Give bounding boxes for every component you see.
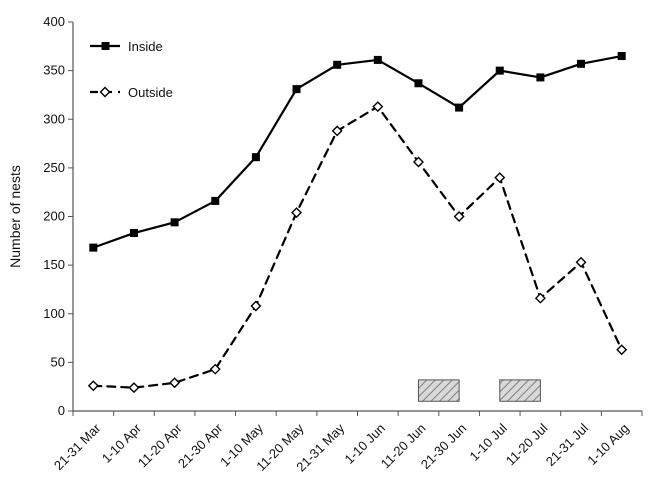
data-point [89, 243, 98, 252]
hatched-period-box [499, 379, 541, 402]
data-point [577, 59, 586, 68]
x-tick-label: 21-30 Apr [175, 420, 226, 471]
y-tick-label: 250 [43, 160, 65, 175]
data-point [453, 211, 465, 222]
data-point [617, 52, 626, 61]
data-point [534, 292, 546, 304]
legend-label-inside: Inside [128, 39, 163, 54]
data-point [455, 103, 464, 112]
legend-marker-outside [99, 86, 111, 98]
x-tick-label: 21-31 Mar [51, 420, 104, 473]
data-point [331, 125, 343, 137]
y-tick-label: 200 [43, 209, 65, 224]
data-point [129, 229, 138, 238]
data-point [333, 60, 342, 69]
y-axis-title: Number of nests [7, 165, 23, 268]
data-point [128, 382, 140, 394]
plot-area [87, 52, 628, 402]
data-point [616, 344, 628, 356]
data-point [412, 156, 424, 168]
data-point [372, 101, 384, 113]
legend: Inside Outside [90, 39, 173, 100]
y-tick-label: 350 [43, 63, 65, 78]
y-tick-label: 100 [43, 306, 65, 321]
data-point [211, 196, 220, 205]
data-point [250, 300, 262, 312]
data-point [536, 73, 545, 82]
data-point [169, 377, 181, 389]
data-point [373, 55, 382, 64]
x-tick-label: 21-31 Jul [543, 420, 592, 469]
data-point [575, 256, 587, 268]
y-tick-label: 400 [43, 14, 65, 29]
data-point [414, 79, 423, 88]
data-point [170, 218, 179, 227]
y-tick-label: 150 [43, 257, 65, 272]
data-point [292, 85, 301, 94]
series-line-outside [92, 105, 623, 389]
y-tick-label: 0 [58, 403, 65, 418]
data-point [87, 380, 99, 392]
x-tick-label: 11-20 Jul [503, 420, 551, 468]
legend-marker-inside [101, 42, 110, 50]
axes: Number of nests [7, 22, 642, 412]
series-line-inside [92, 54, 623, 249]
y-tick-label: 50 [51, 354, 65, 369]
data-point [209, 363, 221, 375]
data-point [251, 153, 260, 162]
data-point [494, 172, 506, 184]
y-tick-label: 300 [43, 111, 65, 126]
hatched-period-box [417, 379, 460, 402]
data-point [291, 207, 303, 219]
legend-label-outside: Outside [128, 85, 173, 100]
data-point [495, 66, 504, 75]
x-tick-label: 1-10 Aug [584, 421, 631, 468]
